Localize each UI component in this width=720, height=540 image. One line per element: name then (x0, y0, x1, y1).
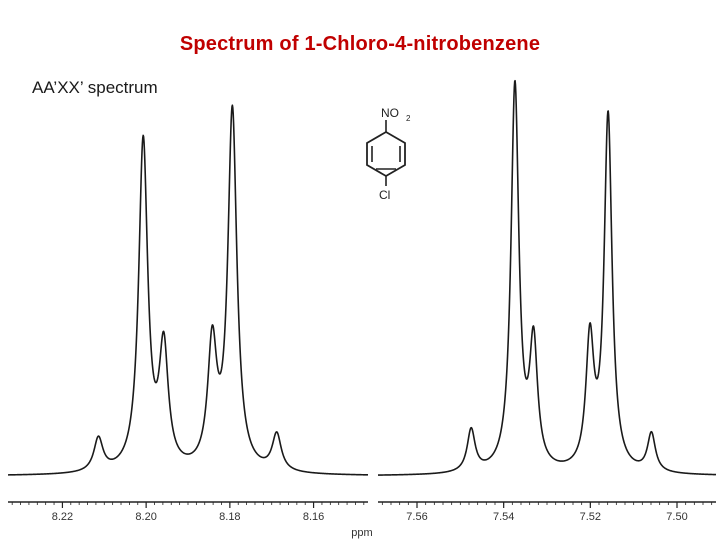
peak-1-6 (276, 438, 277, 439)
x-tick-label: 7.56 (406, 511, 427, 523)
spectrum-trace-2 (377, 79, 717, 476)
peak-2-1 (471, 433, 472, 434)
peak-2-6 (651, 437, 652, 438)
slide-title: Spectrum of 1-Chloro-4-nitrobenzene (179, 33, 541, 55)
x-tick-label: 7.54 (493, 511, 514, 523)
nitro-group-label: NO (381, 106, 399, 120)
chloro-group-label: Cl (379, 188, 390, 202)
peak-1-1 (98, 442, 99, 443)
chloronitrobenzene-structure: NO 2 Cl (366, 106, 411, 202)
peak-1-2 (143, 145, 144, 146)
peak-2-3 (533, 352, 534, 353)
x-tick-label: 7.50 (666, 511, 687, 523)
x-axis-title: ppm (351, 527, 372, 539)
peak-2-2 (514, 90, 515, 91)
peak-2-5 (608, 120, 609, 121)
x-tick-label: 7.52 (580, 511, 601, 523)
x-tick-label: 8.18 (219, 511, 240, 523)
peak-1-3 (163, 357, 164, 358)
spectrum-panels: 8.22 8.20 8.18 8.16 7.56 7.54 7.52 7.50 ppm (7, 79, 717, 539)
peak-1-4 (212, 353, 213, 354)
peak-2-4 (589, 348, 590, 349)
nitro-subscript: 2 (406, 114, 411, 123)
x-tick-label: 8.22 (52, 511, 73, 523)
spectrum-trace-1 (7, 104, 369, 476)
x-tick-label: 8.16 (303, 511, 324, 523)
slide-subtitle: AA’XX’ spectrum (32, 78, 158, 97)
peak-1-5 (232, 116, 233, 117)
x-tick-label: 8.20 (135, 511, 156, 523)
